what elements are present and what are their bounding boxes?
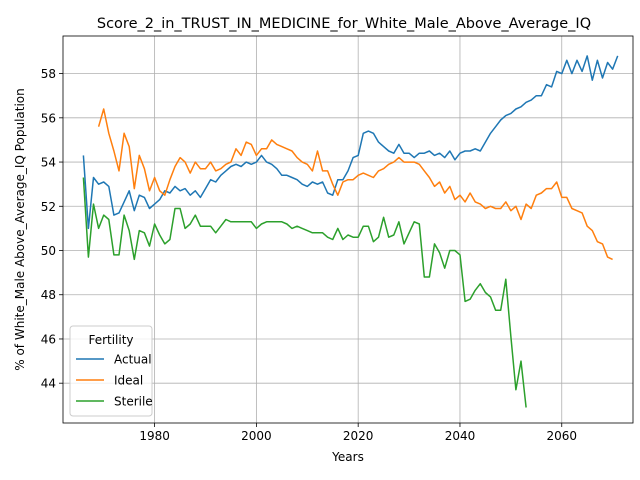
- chart-title: Score_2_in_TRUST_IN_MEDICINE_for_White_M…: [97, 16, 591, 32]
- legend-entries: Actual Ideal Sterile: [76, 353, 153, 409]
- x-tick-label: 2000: [241, 429, 272, 443]
- series-line-sterile: [82, 177, 527, 408]
- legend-box: [69, 325, 153, 417]
- series-lines: [82, 55, 619, 408]
- legend-label-actual: Actual: [114, 353, 152, 367]
- series-line-ideal: [97, 108, 613, 261]
- y-tick-label: 52: [41, 200, 56, 214]
- y-tick-label: 48: [41, 288, 56, 302]
- y-tick-label: 46: [41, 332, 56, 346]
- y-tick-label: 54: [41, 156, 56, 170]
- series-line-actual: [82, 55, 619, 230]
- x-tick-label: 2060: [546, 429, 577, 443]
- x-axis-title: Years: [331, 450, 364, 464]
- y-tick-label: 56: [41, 111, 56, 125]
- x-tick-label: 2020: [343, 429, 374, 443]
- y-tick-label: 50: [41, 244, 56, 258]
- x-tick-label: 2040: [445, 429, 476, 443]
- axis-ticks: 1980 2000 2020 2040 2060 44 46 48 50 52 54 56 58: [41, 67, 577, 443]
- grid: [63, 36, 633, 423]
- y-axis-title: % of White_Male Above_Average_IQ Populat…: [13, 88, 27, 371]
- plot-frame: [62, 35, 634, 424]
- legend-title: Fertility: [88, 333, 133, 347]
- legend-label-ideal: Ideal: [114, 374, 143, 388]
- x-tick-label: 1980: [139, 429, 170, 443]
- y-tick-label: 58: [41, 67, 56, 81]
- legend-label-sterile: Sterile: [114, 395, 153, 409]
- legend: Fertility Actual Ideal Sterile: [69, 325, 153, 417]
- y-tick-label: 44: [41, 377, 56, 391]
